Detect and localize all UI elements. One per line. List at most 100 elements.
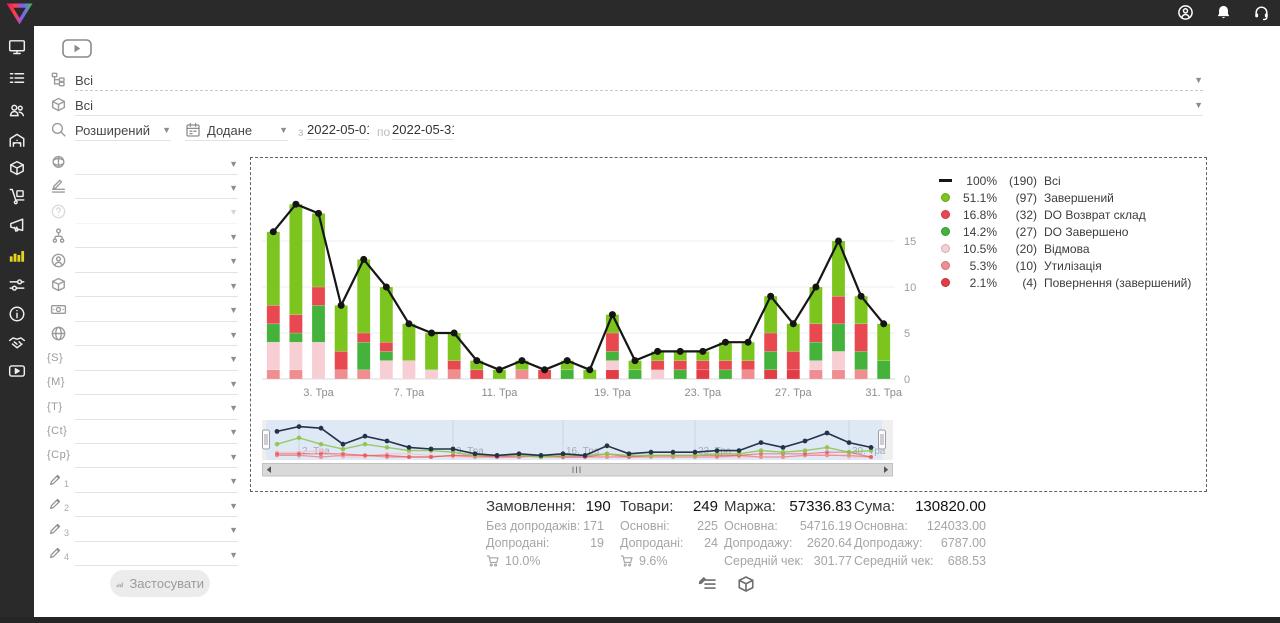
search-mode-select[interactable]: Розширений ▼ — [75, 120, 171, 141]
legend-item[interactable]: 14.2% (27) DO Завершено — [937, 223, 1191, 240]
filter-geo-select[interactable]: ▼ — [75, 325, 238, 347]
filter-s-select[interactable]: ▼ — [75, 349, 238, 371]
stat-sub-value: 2620.64 — [806, 536, 852, 550]
navigator-handle-right[interactable] — [878, 429, 886, 450]
chevron-down-icon: ▼ — [229, 354, 238, 365]
filter-t-select[interactable]: ▼ — [75, 398, 238, 420]
sidebar-item-dashboard[interactable] — [8, 38, 26, 56]
legend-item[interactable]: 51.1% (97) Завершений — [937, 189, 1191, 206]
filter-source-select[interactable]: ▼ — [75, 154, 238, 175]
search-icon — [50, 121, 67, 138]
stat-sub-row: Основна: 124033.00 — [854, 519, 986, 533]
bar-segment — [379, 351, 394, 361]
lg-label: Утилізація — [1044, 258, 1102, 273]
date-from-input[interactable] — [307, 120, 369, 140]
filter-structure-select[interactable]: ▼ — [75, 227, 238, 249]
sidebar-item-analytics[interactable] — [8, 246, 26, 264]
filter-ct-select[interactable]: ▼ — [75, 422, 238, 444]
calendar-icon — [185, 122, 201, 138]
svg-text:0: 0 — [904, 374, 910, 386]
scroll-right-arrow[interactable] — [884, 466, 889, 473]
filter-custom-1-select[interactable]: ▼ — [75, 471, 238, 493]
navigator-scrollbar[interactable] — [262, 463, 893, 477]
legend-item[interactable]: 16.8% (32) DO Возврат склад — [937, 206, 1191, 223]
chevron-down-icon: ▼ — [229, 500, 238, 511]
filter-lines-select[interactable]: ▼ — [75, 178, 238, 200]
support-icon[interactable] — [1253, 4, 1270, 21]
view-orders-list-icon[interactable] — [698, 574, 718, 594]
legend-item[interactable]: 2.1% (4) Повернення (завершений) — [937, 274, 1191, 291]
filter-help-select[interactable]: ▼ — [75, 202, 238, 224]
sidebar-item-warehouse[interactable] — [8, 131, 26, 149]
bar-segment — [470, 369, 484, 380]
category-select[interactable]: Всі ▼ — [75, 70, 1203, 91]
sidebar-item-supply[interactable] — [8, 187, 26, 205]
svg-text:19. Тра: 19. Тра — [594, 387, 632, 399]
sidebar-item-info[interactable] — [8, 305, 26, 323]
date-field-select[interactable]: Додане ▼ — [185, 120, 288, 141]
line-point — [767, 292, 775, 300]
bar-segment — [854, 369, 868, 380]
filter-t-icon: {T} — [47, 400, 63, 413]
legend-item[interactable]: 100% (190) Всі — [937, 172, 1191, 189]
bar-segment — [379, 341, 394, 352]
bar-segment — [718, 369, 733, 380]
chart-navigator[interactable]: 2. Тра 9. Тра 16. Тра 23. Тра 30. Тра — [262, 420, 893, 477]
navigator-handle-left[interactable] — [262, 429, 270, 450]
filter-row-filter-custom-4: 4 ▼ — [34, 543, 244, 567]
legend-item[interactable]: 5.3% (10) Утилізація — [937, 257, 1191, 274]
line-point — [382, 283, 390, 291]
app-logo[interactable] — [3, 1, 36, 26]
legend-item[interactable]: 10.5% (20) Відмова — [937, 240, 1191, 257]
filter-custom-4-icon: 4 — [48, 545, 74, 563]
product-select[interactable]: Всі ▼ — [75, 95, 1203, 116]
filter-custom-3-select[interactable]: ▼ — [75, 520, 238, 542]
sidebar-item-tutorials[interactable] — [8, 362, 26, 380]
lg-pct: 14.2% — [962, 224, 997, 239]
view-products-icon[interactable] — [736, 574, 756, 594]
stat-value: 130820.00 — [915, 498, 986, 515]
sidebar-item-orders[interactable] — [8, 69, 26, 87]
stat-value: 57336.83 — [789, 498, 852, 515]
scroll-left-arrow[interactable] — [266, 466, 271, 473]
date-to-label: по — [377, 125, 391, 139]
sidebar-item-settings[interactable] — [8, 276, 26, 294]
video-help-button[interactable] — [62, 39, 92, 58]
account-icon[interactable] — [1177, 4, 1194, 21]
upsell-share: 10.0% — [486, 554, 604, 568]
notifications-icon[interactable] — [1215, 4, 1232, 21]
chevron-down-icon: ▼ — [229, 378, 238, 389]
svg-text:16. Тра: 16. Тра — [566, 446, 600, 457]
filter-cp-select[interactable]: ▼ — [75, 447, 238, 469]
line-point — [857, 292, 865, 300]
stat-sub-value: 19 — [590, 536, 604, 550]
sidebar-item-marketing[interactable] — [8, 216, 26, 234]
line-point — [586, 366, 594, 374]
filter-custom-4-select[interactable]: ▼ — [75, 545, 238, 567]
filter-custom-2-select[interactable]: ▼ — [75, 496, 238, 518]
total-line — [272, 203, 885, 371]
bar-segment — [311, 213, 326, 288]
bar-segment — [356, 332, 371, 343]
filter-row-filter-t: {T} ▼ — [34, 397, 244, 421]
filter-payment-select[interactable]: ▼ — [75, 300, 238, 322]
chevron-down-icon: ▼ — [279, 124, 288, 135]
filter-row-filter-payment: ▼ — [34, 299, 244, 323]
sidebar-item-customers[interactable] — [8, 101, 26, 119]
filter-manager-select[interactable]: ▼ — [75, 251, 238, 273]
date-to-input[interactable] — [392, 120, 454, 140]
chart-icon — [116, 578, 123, 590]
orders-chart[interactable]: 0 5 10 15 3. Тра 7. Тра 11. Тра 19. Тра 23. Тра 2… — [251, 158, 1203, 408]
sidebar-item-products[interactable] — [8, 159, 26, 177]
bottom-bar — [0, 617, 1280, 623]
lg-pct: 100% — [966, 173, 997, 188]
cube-icon — [50, 276, 67, 293]
filter-product-type-select[interactable]: ▼ — [75, 276, 238, 298]
svg-text:27. Тра: 27. Тра — [775, 387, 813, 399]
sidebar-item-partners[interactable] — [8, 333, 26, 351]
globe-hand-icon — [50, 154, 67, 171]
filter-m-select[interactable]: ▼ — [75, 374, 238, 396]
chevron-down-icon: ▼ — [1194, 99, 1203, 110]
line-point — [315, 209, 323, 217]
apply-button[interactable]: Застосувати — [110, 570, 210, 597]
